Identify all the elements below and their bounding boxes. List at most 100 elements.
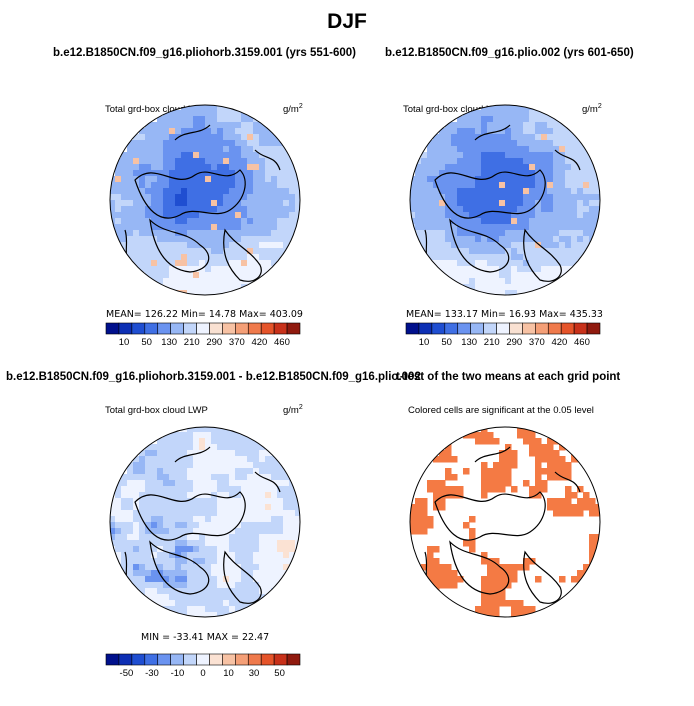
grid-cell xyxy=(499,182,506,189)
grid-cell xyxy=(253,480,260,487)
grid-cell xyxy=(565,146,572,153)
grid-cell xyxy=(445,486,452,493)
grid-cell xyxy=(139,534,146,541)
grid-cell xyxy=(133,248,140,255)
grid-cell xyxy=(283,152,290,159)
grid-cell xyxy=(517,284,524,291)
grid-cell xyxy=(241,468,248,475)
grid-cell xyxy=(265,230,272,237)
grid-cell xyxy=(193,230,200,237)
grid-cell xyxy=(271,564,278,571)
grid-cell xyxy=(493,486,500,493)
grid-cell xyxy=(505,468,512,475)
grid-cell xyxy=(265,468,272,475)
grid-cell xyxy=(115,224,122,231)
grid-cell xyxy=(595,552,600,559)
grid-cell xyxy=(235,534,242,541)
grid-cell xyxy=(481,152,488,159)
grid-cell xyxy=(493,266,500,273)
grid-cell xyxy=(163,534,170,541)
grid-cell xyxy=(547,122,554,129)
grid-cell xyxy=(187,146,194,153)
grid-cell xyxy=(415,510,422,517)
grid-cell xyxy=(589,176,596,183)
grid-cell xyxy=(259,260,266,267)
grid-cell xyxy=(241,140,248,147)
grid-cell xyxy=(439,260,446,267)
grid-cell xyxy=(295,206,300,213)
grid-cell xyxy=(583,140,590,147)
grid-cell xyxy=(235,558,242,565)
grid-cell xyxy=(247,546,254,553)
grid-cell xyxy=(547,146,554,153)
grid-cell xyxy=(565,152,572,159)
grid-cell xyxy=(247,266,254,273)
grid-cell xyxy=(541,182,548,189)
grid-cell xyxy=(151,248,158,255)
grid-cell xyxy=(547,158,554,165)
grid-cell xyxy=(445,570,452,577)
grid-cell xyxy=(175,224,182,231)
grid-cell xyxy=(139,170,146,177)
grid-cell xyxy=(235,570,242,577)
grid-cell xyxy=(229,170,236,177)
grid-cell xyxy=(175,164,182,171)
grid-cell xyxy=(253,266,260,273)
grid-cell xyxy=(241,254,248,261)
grid-cell xyxy=(253,236,260,243)
grid-cell xyxy=(541,134,548,141)
grid-cell xyxy=(259,456,266,463)
grid-cell xyxy=(445,182,452,189)
grid-cell xyxy=(151,444,158,451)
grid-cell xyxy=(289,176,296,183)
grid-cell xyxy=(223,552,230,559)
grid-cell xyxy=(157,570,164,577)
grid-cell xyxy=(535,188,542,195)
grid-cell xyxy=(451,200,458,207)
grid-cell xyxy=(127,176,134,183)
grid-cell xyxy=(151,134,158,141)
colorbar-panel1: 10 50 130 210 290 370 420 460 xyxy=(105,322,301,348)
grid-cell xyxy=(145,248,152,255)
grid-cell xyxy=(217,504,224,511)
grid-cell xyxy=(517,188,524,195)
grid-cell xyxy=(487,230,494,237)
grid-cell xyxy=(463,468,470,475)
grid-cell xyxy=(127,504,134,511)
grid-cell xyxy=(511,110,518,117)
grid-cell xyxy=(235,588,242,595)
grid-cell xyxy=(139,176,146,183)
grid-cell xyxy=(199,105,206,111)
grid-cell xyxy=(283,194,290,201)
grid-cell xyxy=(265,564,272,571)
grid-cell xyxy=(205,570,212,577)
grid-cell xyxy=(199,224,206,231)
grid-cell xyxy=(175,116,182,123)
grid-cell xyxy=(187,498,194,505)
grid-cell xyxy=(145,540,152,547)
grid-cell xyxy=(223,522,230,529)
grid-cell xyxy=(169,260,176,267)
grid-cell xyxy=(247,230,254,237)
grid-cell xyxy=(523,564,530,571)
grid-cell xyxy=(271,462,278,469)
grid-cell xyxy=(487,254,494,261)
grid-cell xyxy=(235,284,242,291)
grid-cell xyxy=(265,242,272,249)
grid-cell xyxy=(145,558,152,565)
grid-cell xyxy=(175,152,182,159)
colorbar-box xyxy=(560,322,575,335)
grid-cell xyxy=(241,158,248,165)
grid-cell xyxy=(181,486,188,493)
grid-cell xyxy=(415,522,422,529)
grid-cell xyxy=(175,236,182,243)
grid-cell xyxy=(487,576,494,583)
grid-cell xyxy=(523,218,530,225)
grid-cell xyxy=(451,146,458,153)
grid-cell xyxy=(595,242,600,249)
grid-cell xyxy=(235,594,242,601)
grid-cell xyxy=(217,272,224,279)
grid-cell xyxy=(271,546,278,553)
grid-cell xyxy=(211,612,218,617)
grid-cell xyxy=(487,105,494,111)
